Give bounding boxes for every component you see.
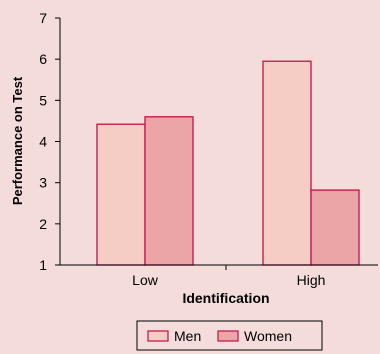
bar-women-low (144, 116, 194, 266)
legend-label-women: Women (244, 328, 292, 344)
y-ticks: 1 2 3 4 5 6 7 (39, 10, 60, 273)
y-tick-label: 1 (39, 257, 47, 273)
legend-swatch-men (147, 330, 169, 342)
bar-men-high (262, 60, 312, 266)
bars-layer (96, 60, 360, 266)
y-tick-label: 7 (39, 10, 47, 26)
x-tick-label-high: High (297, 272, 326, 288)
y-tick-label: 3 (39, 175, 47, 191)
bar-women-high (310, 189, 360, 266)
y-tick-label: 4 (39, 134, 47, 150)
legend: Men Women (136, 320, 323, 351)
legend-label-men: Men (174, 328, 201, 344)
bar-men-low (96, 123, 146, 266)
legend-swatch-women (217, 330, 239, 342)
x-tick-label-low: Low (132, 272, 159, 288)
y-tick-label: 2 (39, 216, 47, 232)
y-axis-label: Performance on Test (10, 76, 25, 205)
x-ticks: Low High (132, 265, 325, 288)
y-tick-label: 6 (39, 51, 47, 67)
y-tick-label: 5 (39, 92, 47, 108)
x-axis-label: Identification (182, 290, 269, 306)
